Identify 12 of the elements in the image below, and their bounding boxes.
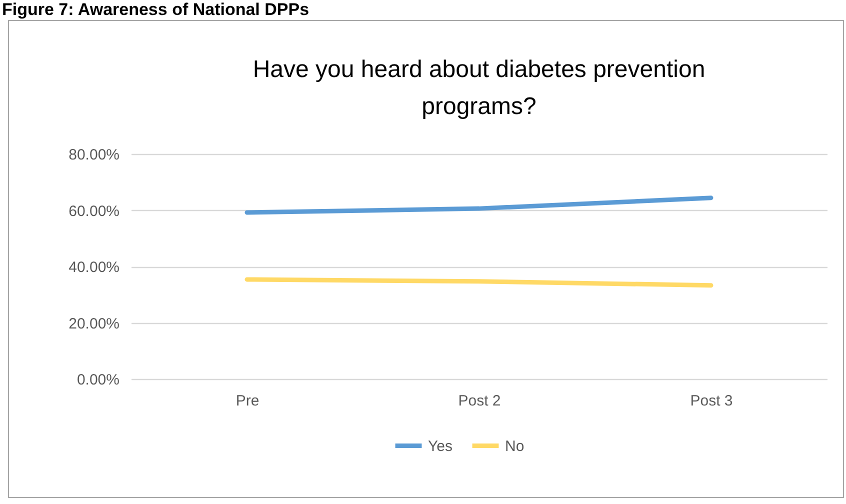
y-tick-label: 60.00% — [68, 202, 120, 220]
x-tick-label: Post 2 — [458, 392, 501, 410]
caption: Figure 7: Awareness of National DPPs — [2, 0, 310, 20]
y-tick-label: 0.00% — [76, 372, 120, 388]
x-tick-label: Post 3 — [690, 392, 733, 410]
y-tick-label: 40.00% — [68, 259, 120, 276]
y-tick-label: 80.00% — [68, 146, 120, 164]
chart-title: Have you heard about diabetes prevention programs? — [252, 56, 706, 120]
legend-label: No — [505, 438, 524, 455]
legend-label: Yes — [428, 438, 452, 455]
x-tick-label: Pre — [236, 392, 260, 410]
y-tick-label: 20.00% — [68, 315, 120, 332]
